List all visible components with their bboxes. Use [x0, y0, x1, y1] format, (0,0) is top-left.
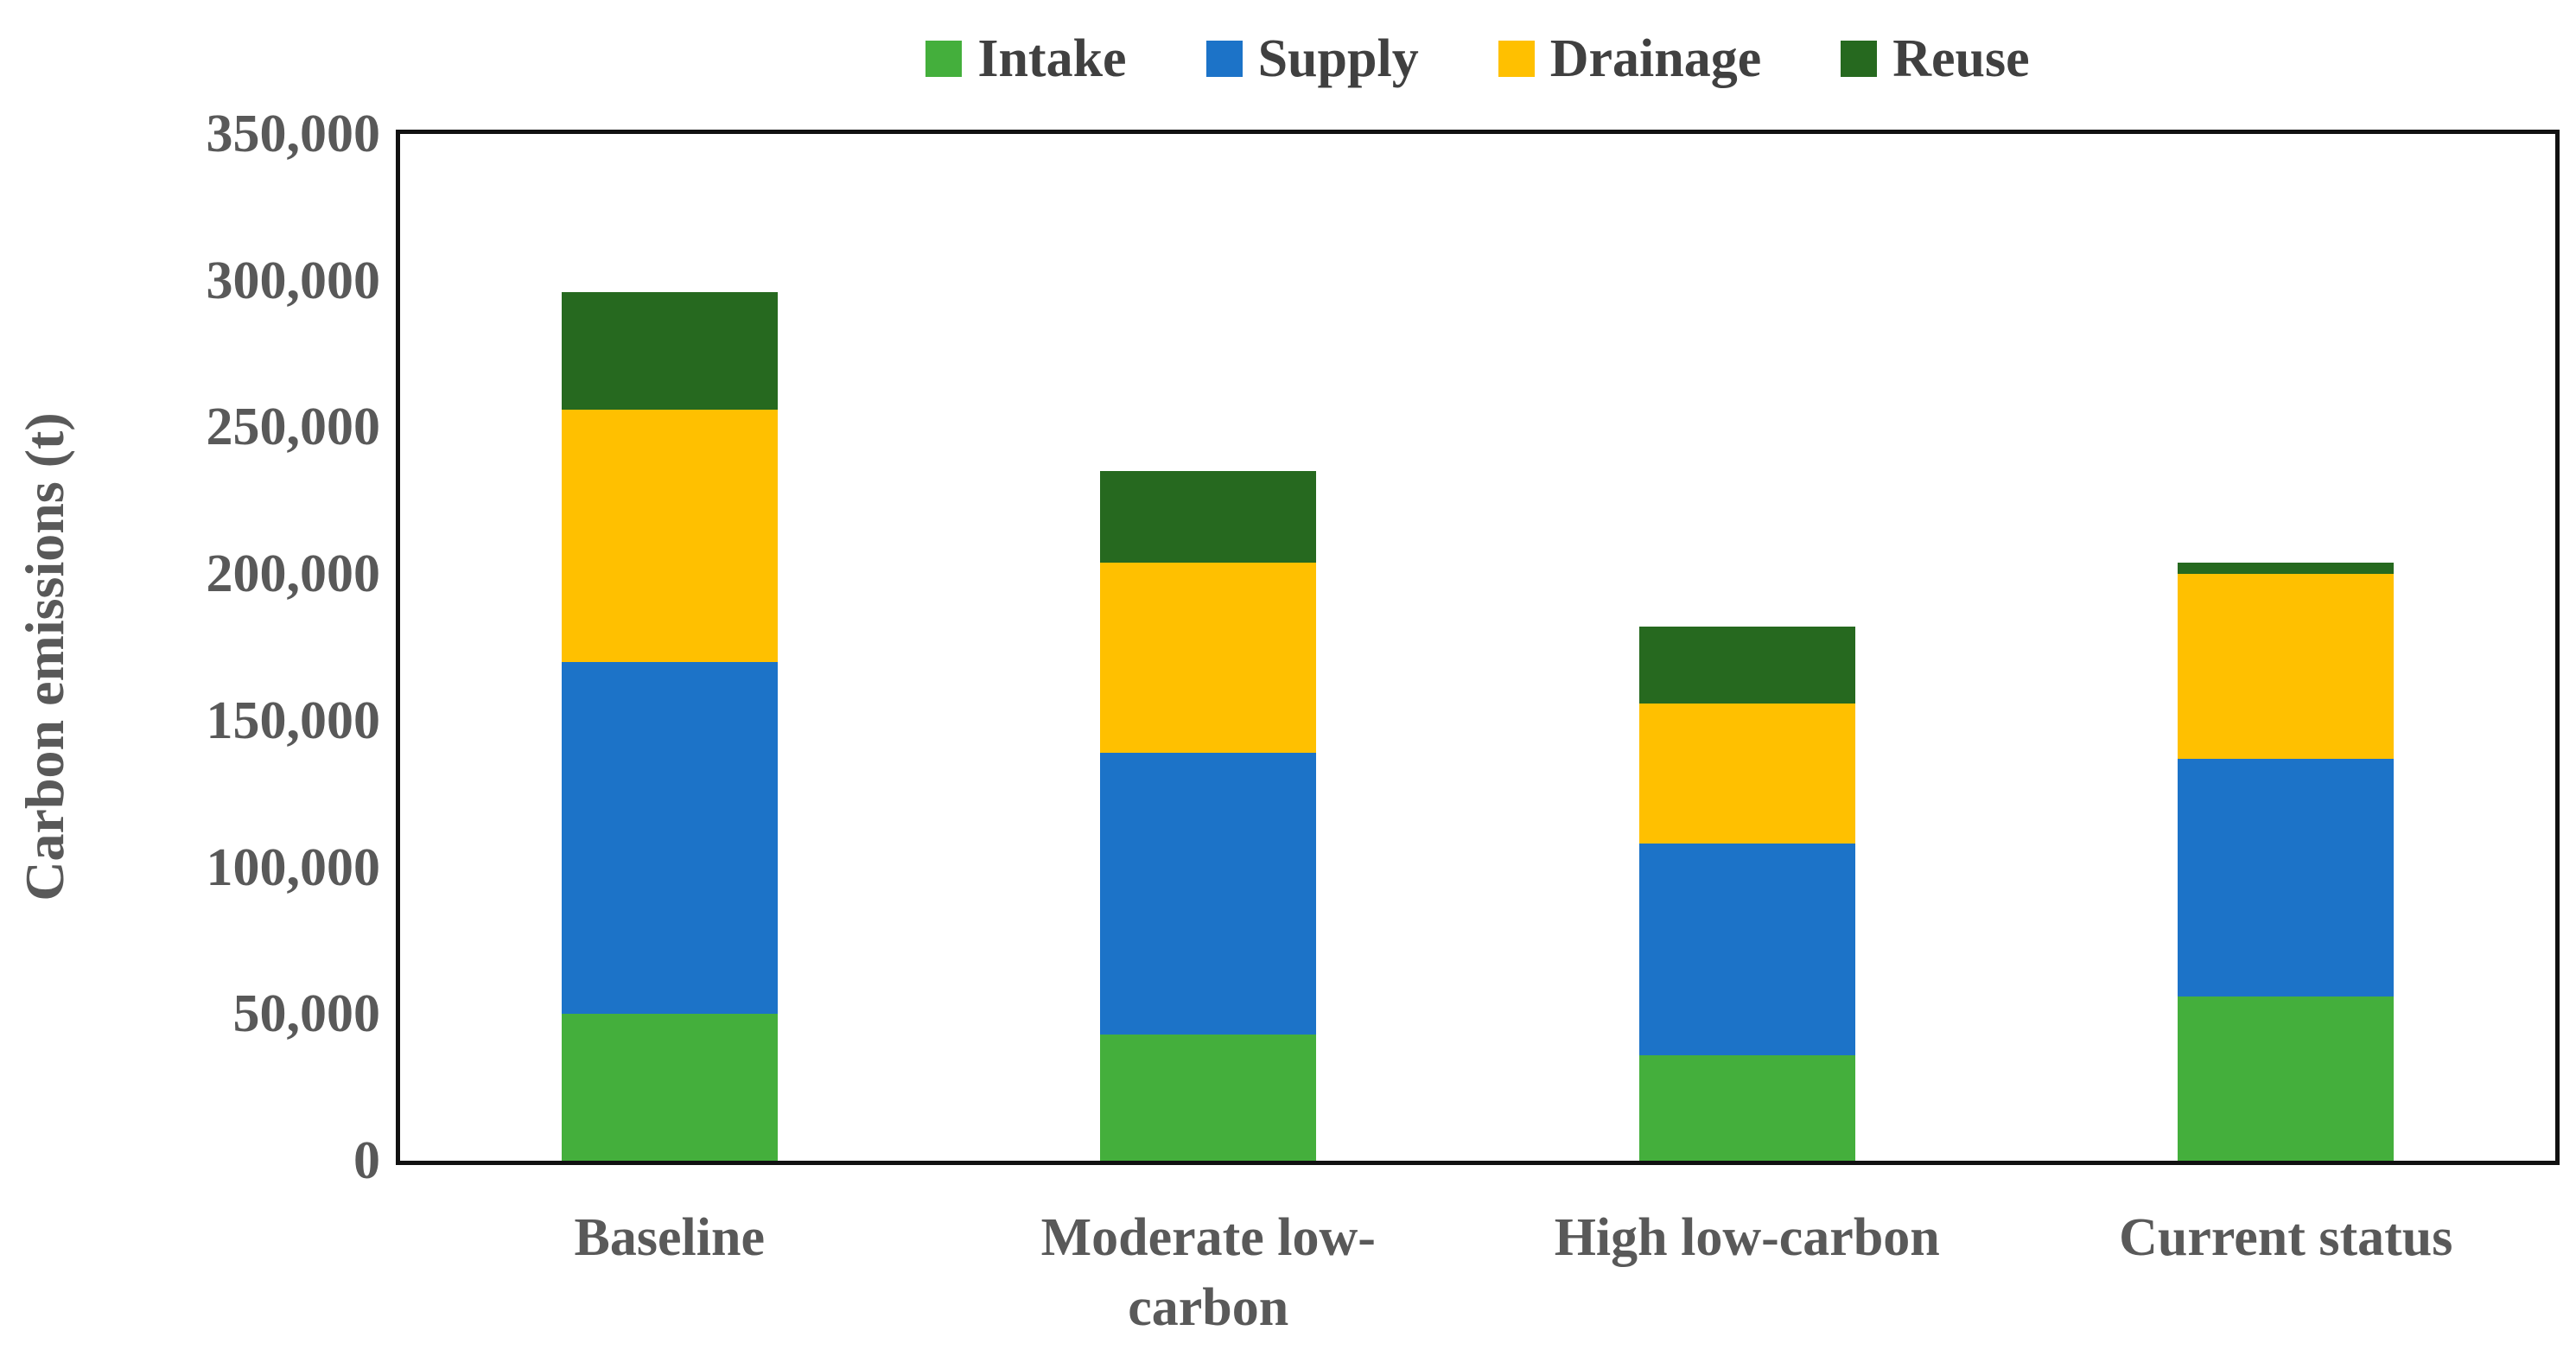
- bar-segment-baseline-intake: [561, 1014, 778, 1161]
- legend-label: Intake: [977, 29, 1127, 88]
- legend-label: Reuse: [1892, 29, 2030, 88]
- legend-swatch-drainage: [1498, 41, 1535, 77]
- bar-segment-moderate-low-carbon-intake: [1100, 1035, 1317, 1161]
- bar-segment-moderate-low-carbon-reuse: [1100, 471, 1317, 563]
- bar-segment-high-low-carbon-intake: [1638, 1054, 1855, 1161]
- bar-segment-baseline-drainage: [561, 410, 778, 662]
- y-tick-label-200000: 200,000: [206, 544, 381, 604]
- bar-segment-high-low-carbon-supply: [1638, 844, 1855, 1055]
- legend-item-supply: Supply: [1205, 29, 1419, 88]
- y-tick-label-50000: 50,000: [232, 984, 381, 1044]
- legend-item-intake: Intake: [925, 29, 1127, 88]
- plot-area: [400, 134, 2555, 1161]
- legend-swatch-reuse: [1841, 41, 1878, 77]
- chart-legend: Intake Supply Drainage Reuse: [400, 19, 2555, 99]
- legend-item-reuse: Reuse: [1841, 29, 2030, 88]
- bar-segment-moderate-low-carbon-drainage: [1100, 562, 1317, 754]
- bar-segment-baseline-reuse: [561, 292, 778, 411]
- y-tick-label-350000: 350,000: [206, 105, 381, 163]
- bar-segment-current-status-drainage: [2178, 574, 2395, 759]
- bar-segment-current-status-supply: [2178, 759, 2395, 997]
- x-category-label-moderate-low-carbon: Moderate low- carbon: [1040, 1208, 1376, 1337]
- y-axis-title: Carbon emissions (t): [14, 412, 75, 901]
- legend-swatch-supply: [1205, 41, 1243, 77]
- bar-segment-current-status-intake: [2178, 996, 2395, 1161]
- bar-segment-moderate-low-carbon-supply: [1100, 753, 1317, 1035]
- bar-segment-baseline-supply: [561, 661, 778, 1015]
- x-category-label-baseline: Baseline: [574, 1208, 765, 1267]
- y-tick-label-300000: 300,000: [206, 251, 381, 310]
- legend-swatch-intake: [925, 41, 963, 77]
- bar-segment-current-status-reuse: [2178, 562, 2395, 575]
- bar-segment-high-low-carbon-reuse: [1638, 627, 1855, 704]
- legend-label: Supply: [1257, 29, 1419, 88]
- y-tick-label-0: 0: [353, 1131, 380, 1190]
- legend-item-drainage: Drainage: [1498, 29, 1762, 88]
- y-tick-label-150000: 150,000: [206, 691, 381, 750]
- y-tick-label-100000: 100,000: [206, 837, 381, 897]
- x-category-label-current-status: Current status: [2119, 1208, 2453, 1267]
- bar-segment-high-low-carbon-drainage: [1638, 703, 1855, 844]
- legend-label: Drainage: [1549, 29, 1762, 88]
- x-category-label-high-low-carbon: High low-carbon: [1554, 1208, 1940, 1267]
- y-tick-label-250000: 250,000: [206, 398, 381, 457]
